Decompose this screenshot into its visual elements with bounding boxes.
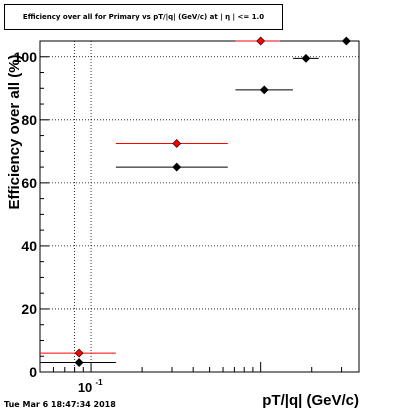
x-tick-label: 10 <box>78 380 92 395</box>
y-tick-label: 100 <box>14 49 38 65</box>
y-tick-label: 20 <box>21 301 37 317</box>
plot-frame <box>39 40 360 373</box>
y-tick-label: 0 <box>29 364 37 380</box>
data-point <box>341 36 351 46</box>
data-point <box>301 53 311 63</box>
y-tick-label: 60 <box>21 175 37 191</box>
timestamp: Tue Mar 6 18:47:34 2018 <box>4 400 116 409</box>
data-point <box>259 85 269 95</box>
data-marks <box>40 36 359 367</box>
x-tick-exponent: -1 <box>95 378 103 387</box>
data-point <box>74 348 84 358</box>
y-axis-title: Efficiency over all (%) <box>6 54 23 209</box>
y-tick-label: 80 <box>21 112 37 128</box>
y-tick-label: 40 <box>21 238 37 254</box>
grid <box>40 41 359 372</box>
axes: 0 20 40 60 80 100 10 -1 <box>14 49 343 395</box>
data-point <box>256 36 266 46</box>
data-point <box>74 358 84 367</box>
chart-title: Efficiency over all for Primary vs pT/|q… <box>4 4 283 30</box>
data-point <box>172 139 182 148</box>
data-point <box>172 162 182 172</box>
x-axis-title: pT/|q| (GeV/c) <box>262 392 359 409</box>
